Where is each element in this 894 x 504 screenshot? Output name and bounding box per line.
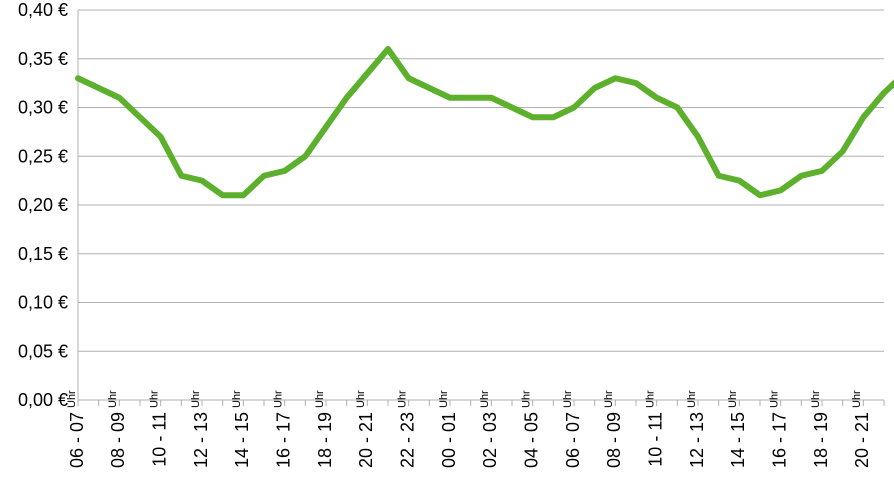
svg-text:Uhr: Uhr xyxy=(314,390,326,408)
svg-text:Uhr: Uhr xyxy=(603,390,615,408)
svg-text:16 - 17: 16 - 17 xyxy=(273,412,293,468)
svg-text:10 - 11: 10 - 11 xyxy=(645,412,665,467)
svg-text:14 - 15: 14 - 15 xyxy=(232,412,252,468)
svg-text:22 - 23: 22 - 23 xyxy=(397,412,417,468)
svg-text:18 - 19: 18 - 19 xyxy=(811,412,831,468)
chart-svg: 0,00 € 0,05 € 0,10 € 0,15 € 0,20 € 0,25 € 0,30… xyxy=(0,0,894,504)
x-tick-label: 00 - 01 Uhr xyxy=(438,390,459,468)
x-axis-ticks: 06 - 07 Uhr08 - 09 Uhr10 - 11 Uhr12 - 13… xyxy=(66,390,884,468)
x-tick-label: 20 - 21 Uhr xyxy=(355,390,376,468)
x-tick-label: 16 - 17 Uhr xyxy=(769,390,790,468)
svg-text:Uhr: Uhr xyxy=(686,390,698,408)
y-tick-label: 0,05 € xyxy=(18,341,68,361)
y-tick-label: 0,00 € xyxy=(18,390,68,410)
x-tick-label: 12 - 13 Uhr xyxy=(686,390,707,468)
svg-text:Uhr: Uhr xyxy=(107,390,119,408)
x-tick-label: 08 - 09 Uhr xyxy=(603,390,624,468)
svg-text:Uhr: Uhr xyxy=(355,390,367,408)
svg-text:Uhr: Uhr xyxy=(66,390,78,408)
x-tick-label: 06 - 07 Uhr xyxy=(66,390,87,468)
svg-text:Uhr: Uhr xyxy=(521,390,533,408)
svg-text:10 - 11: 10 - 11 xyxy=(149,412,169,467)
svg-text:Uhr: Uhr xyxy=(645,390,657,408)
y-tick-label: 0,30 € xyxy=(18,98,68,118)
y-tick-label: 0,20 € xyxy=(18,195,68,215)
svg-text:Uhr: Uhr xyxy=(190,390,202,408)
svg-text:16 - 17: 16 - 17 xyxy=(769,412,789,468)
x-tick-label: 22 - 23 Uhr xyxy=(397,390,418,468)
svg-text:08 - 09: 08 - 09 xyxy=(108,412,128,468)
svg-text:12 - 13: 12 - 13 xyxy=(687,412,707,468)
x-tick-label: 10 - 11 Uhr xyxy=(149,390,170,467)
svg-text:02 - 03: 02 - 03 xyxy=(480,412,500,468)
x-tick-label: 12 - 13 Uhr xyxy=(190,390,211,468)
svg-text:12 - 13: 12 - 13 xyxy=(191,412,211,468)
x-tick-label: 14 - 15 Uhr xyxy=(727,390,748,468)
y-tick-label: 0,25 € xyxy=(18,146,68,166)
price-series-line xyxy=(78,49,894,195)
svg-text:Uhr: Uhr xyxy=(562,390,574,408)
y-tick-label: 0,35 € xyxy=(18,49,68,69)
svg-text:Uhr: Uhr xyxy=(273,390,285,408)
svg-text:Uhr: Uhr xyxy=(727,390,739,408)
y-tick-label: 0,15 € xyxy=(18,244,68,264)
svg-text:Uhr: Uhr xyxy=(149,390,161,408)
svg-text:Uhr: Uhr xyxy=(810,390,822,408)
y-tick-label: 0,10 € xyxy=(18,293,68,313)
svg-text:08 - 09: 08 - 09 xyxy=(604,412,624,468)
svg-text:00 - 01: 00 - 01 xyxy=(439,412,459,468)
x-tick-label: 10 - 11 Uhr xyxy=(645,390,666,467)
svg-text:Uhr: Uhr xyxy=(479,390,491,408)
x-tick-label: 08 - 09 Uhr xyxy=(107,390,128,468)
svg-text:Uhr: Uhr xyxy=(397,390,409,408)
line-chart: 0,00 € 0,05 € 0,10 € 0,15 € 0,20 € 0,25 € 0,30… xyxy=(0,0,894,504)
svg-text:06 - 07: 06 - 07 xyxy=(563,412,583,468)
y-tick-label: 0,40 € xyxy=(18,0,68,20)
svg-text:06 - 07: 06 - 07 xyxy=(67,412,87,468)
x-tick-label: 20 - 21 Uhr xyxy=(851,390,872,468)
x-tick-label: 18 - 19 Uhr xyxy=(810,390,831,468)
grid xyxy=(78,10,884,400)
svg-text:14 - 15: 14 - 15 xyxy=(728,412,748,468)
x-tick-label: 16 - 17 Uhr xyxy=(273,390,294,468)
svg-text:Uhr: Uhr xyxy=(851,390,863,408)
svg-text:18 - 19: 18 - 19 xyxy=(315,412,335,468)
svg-text:Uhr: Uhr xyxy=(438,390,450,408)
svg-text:Uhr: Uhr xyxy=(769,390,781,408)
x-tick-label: 02 - 03 Uhr xyxy=(479,390,500,468)
x-tick-label: 18 - 19 Uhr xyxy=(314,390,335,468)
svg-text:20 - 21: 20 - 21 xyxy=(852,412,872,468)
svg-text:Uhr: Uhr xyxy=(231,390,243,408)
x-tick-label: 06 - 07 Uhr xyxy=(562,390,583,468)
x-tick-label: 14 - 15 Uhr xyxy=(231,390,252,468)
svg-text:04 - 05: 04 - 05 xyxy=(521,412,541,468)
y-axis-ticks: 0,00 € 0,05 € 0,10 € 0,15 € 0,20 € 0,25 € 0,30… xyxy=(18,0,68,410)
svg-text:20 - 21: 20 - 21 xyxy=(356,412,376,468)
x-tick-label: 04 - 05 Uhr xyxy=(521,390,542,468)
